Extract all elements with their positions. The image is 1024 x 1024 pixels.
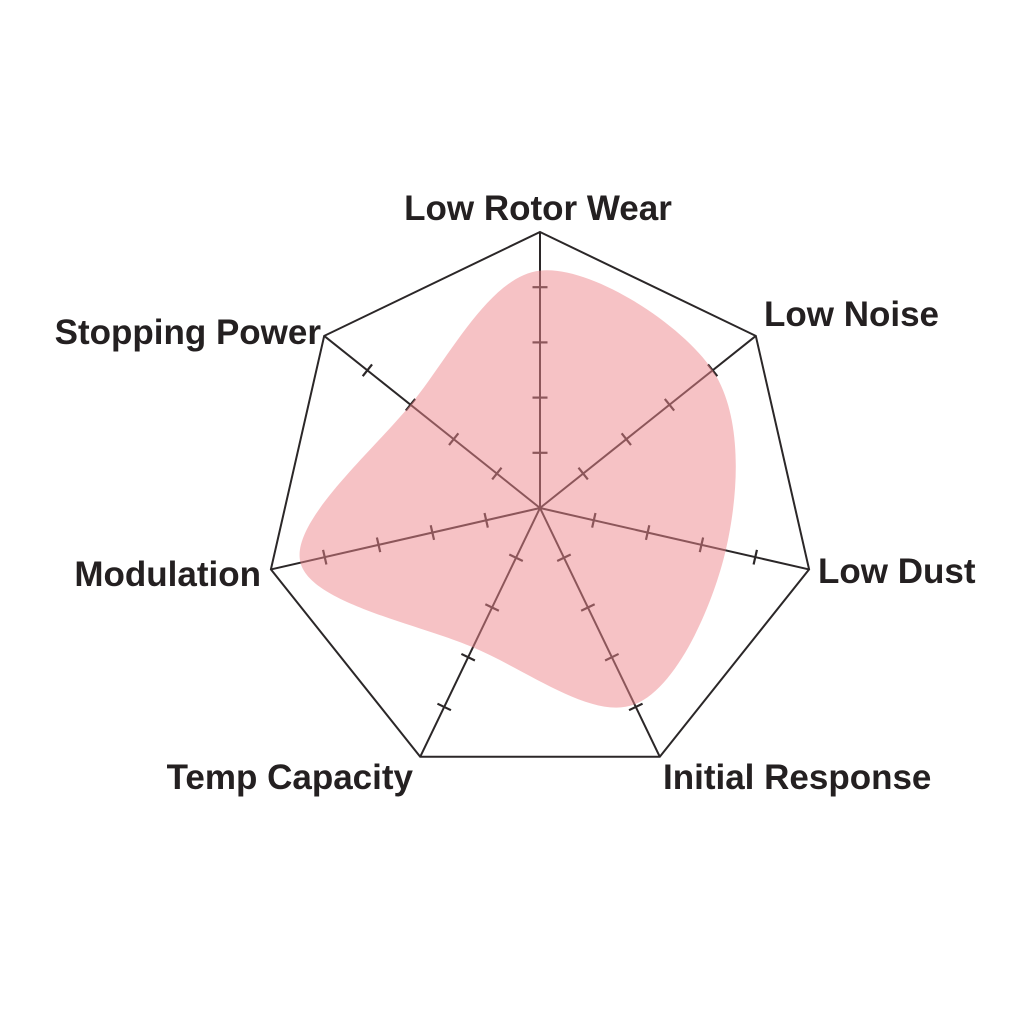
axis-label-stopping-power: Stopping Power	[55, 313, 322, 352]
axis-label-low-noise: Low Noise	[764, 295, 939, 334]
axis-tick	[628, 702, 644, 712]
axis-label-low-dust: Low Dust	[818, 552, 976, 591]
axis-label-initial-response: Initial Response	[663, 758, 931, 797]
axis-tick	[436, 702, 452, 712]
data-series-area	[299, 270, 736, 708]
axis-label-modulation: Modulation	[74, 555, 261, 594]
axis-label-low-rotor-wear: Low Rotor Wear	[404, 189, 672, 228]
axis-tick	[361, 363, 373, 377]
axis-tick	[460, 652, 476, 662]
axis-tick	[752, 549, 759, 565]
outer-ring	[269, 230, 811, 758]
axis-label-temp-capacity: Temp Capacity	[167, 758, 414, 797]
